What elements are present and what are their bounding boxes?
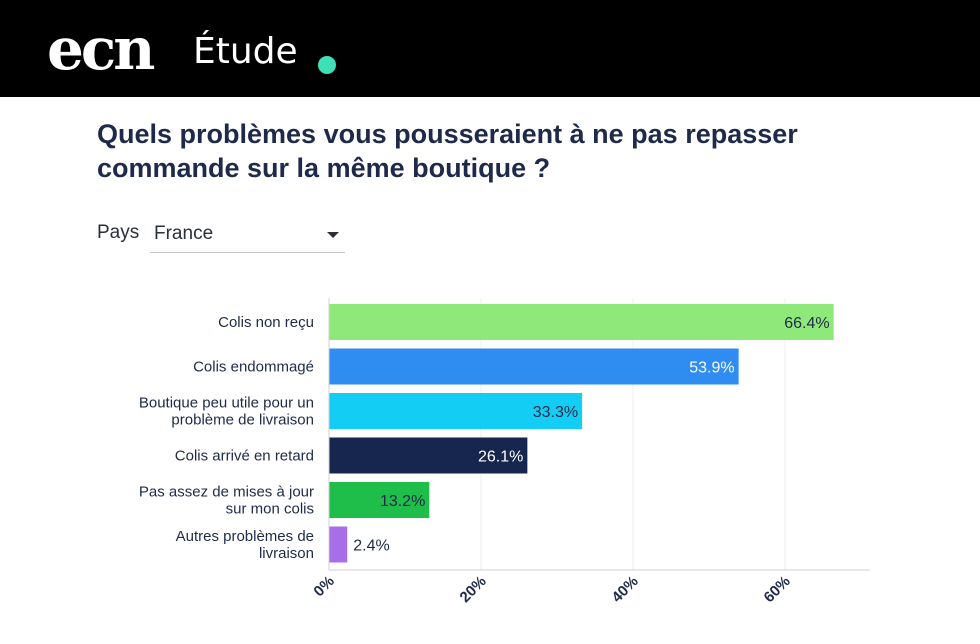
- accent-dot-icon: [318, 56, 336, 74]
- tick-label: 0%: [310, 573, 337, 600]
- chevron-down-icon[interactable]: [327, 232, 339, 238]
- category-label: problème de livraison: [171, 412, 314, 429]
- header-bar: ecn Étude: [0, 0, 980, 97]
- tick-label: 40%: [609, 573, 642, 606]
- category-label: Boutique peu utile pour un: [139, 395, 314, 412]
- value-label: 13.2%: [380, 493, 425, 510]
- tick-label: 60%: [761, 573, 794, 606]
- ecn-logo: ecn: [47, 15, 155, 83]
- category-label: Colis non reçu: [218, 314, 314, 331]
- bar: [329, 482, 430, 518]
- category-label: sur mon colis: [226, 501, 314, 518]
- bar: [329, 437, 528, 474]
- category-label: Colis endommagé: [193, 359, 314, 376]
- page-title: Quels problèmes vous pousseraient à ne p…: [97, 119, 798, 183]
- value-label: 2.4%: [353, 538, 389, 555]
- bar: [329, 393, 583, 429]
- category-label: Pas assez de mises à jour: [139, 484, 314, 501]
- bar: [329, 348, 739, 385]
- header-label: Étude: [193, 31, 298, 72]
- category-label: Autres problèmes de: [176, 528, 314, 545]
- value-label: 26.1%: [478, 449, 523, 466]
- value-label: 33.3%: [533, 404, 578, 421]
- category-label: Colis arrivé en retard: [175, 448, 314, 465]
- tick-label: 20%: [457, 573, 490, 606]
- bar: [329, 526, 348, 563]
- value-label: 53.9%: [689, 360, 734, 377]
- country-select[interactable]: France: [150, 219, 345, 253]
- country-filter-label: Pays: [97, 222, 140, 243]
- category-label: livraison: [259, 545, 314, 562]
- value-label: 66.4%: [784, 315, 829, 332]
- country-select-value: France: [154, 223, 214, 244]
- bar: [329, 304, 834, 340]
